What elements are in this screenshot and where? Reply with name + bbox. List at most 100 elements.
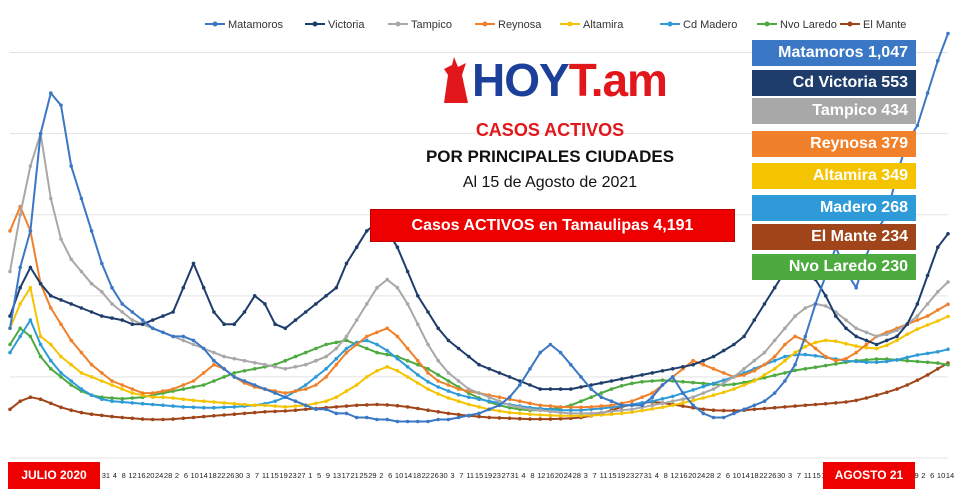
data-point [589, 405, 593, 409]
data-point [456, 379, 461, 383]
data-point [619, 403, 624, 408]
data-point [507, 410, 512, 415]
logo-text: HOYT.am [472, 54, 668, 106]
data-point [783, 371, 787, 375]
data-point [89, 229, 94, 233]
data-point [946, 347, 950, 352]
data-point [854, 398, 858, 403]
x-tick-label: 24 [155, 471, 163, 480]
data-point [324, 342, 328, 347]
legend-marker [312, 21, 318, 27]
data-point [528, 383, 532, 387]
data-point [314, 407, 318, 412]
x-tick-label: 18 [750, 471, 758, 480]
x-tick-label: 27 [635, 471, 643, 480]
data-point [854, 285, 858, 290]
data-point [752, 403, 757, 408]
data-point [691, 358, 695, 363]
data-point [946, 280, 950, 284]
data-point [49, 358, 53, 363]
data-point [222, 367, 226, 371]
data-point [487, 399, 492, 404]
data-point [772, 338, 777, 343]
data-point [885, 332, 889, 337]
city-total-box: Cd Victoria 553 [752, 70, 916, 96]
series-layer [8, 31, 950, 424]
data-point [721, 390, 726, 395]
x-tick-label: 19 [484, 471, 492, 480]
data-point [609, 409, 614, 414]
data-point [732, 387, 736, 391]
data-point [691, 403, 695, 408]
data-point [293, 365, 298, 369]
data-point [89, 375, 94, 379]
data-point [681, 401, 685, 405]
data-point [946, 362, 950, 367]
data-point [599, 404, 604, 408]
x-tick-label: 23 [288, 471, 296, 480]
data-point [915, 327, 920, 331]
x-tick-label: 29 [368, 471, 376, 480]
data-point [314, 302, 318, 306]
data-point [874, 357, 879, 361]
data-point [191, 415, 196, 420]
city-total-box: Altamira 349 [752, 163, 916, 189]
data-point [100, 261, 104, 266]
x-tick-label: 16 [546, 471, 554, 480]
data-point [609, 379, 614, 383]
data-point [477, 411, 481, 416]
data-point [100, 413, 104, 418]
data-point [905, 322, 909, 327]
data-point [752, 379, 757, 383]
data-point [354, 415, 359, 420]
data-point [762, 302, 767, 306]
data-point [497, 371, 502, 375]
data-point [701, 362, 706, 367]
data-point [477, 405, 481, 409]
data-point [59, 103, 63, 108]
data-point [446, 383, 451, 387]
data-point [548, 417, 553, 421]
data-point [100, 397, 104, 402]
data-point [589, 411, 593, 416]
data-point [18, 212, 23, 217]
x-tick-label: 5 [317, 471, 321, 480]
data-point [303, 407, 308, 412]
data-point [456, 392, 461, 397]
legend-label: Cd Madero [683, 19, 737, 31]
data-point [936, 290, 940, 294]
data-point [752, 318, 757, 322]
data-point [212, 379, 216, 383]
x-tick-label: 23 [493, 471, 501, 480]
data-point [650, 399, 655, 404]
data-point [8, 350, 12, 355]
data-point [395, 403, 400, 408]
data-point [201, 285, 206, 290]
data-point [895, 387, 899, 391]
x-tick-label: 7 [593, 471, 597, 480]
data-point [171, 417, 175, 421]
data-point [630, 407, 634, 412]
data-point [732, 411, 736, 416]
data-point [334, 356, 339, 361]
logo-text-tam: T.am [568, 54, 668, 106]
data-point [100, 314, 104, 318]
data-point [38, 342, 43, 347]
data-point [864, 342, 869, 347]
data-point [110, 383, 114, 387]
data-point [487, 407, 492, 412]
data-point [793, 334, 797, 339]
data-point [803, 306, 808, 310]
data-point [365, 302, 369, 306]
x-tick-label: 31 [102, 471, 110, 480]
chart-legend: Matamoros Victoria Tampico Reynosa Altamira C… [205, 19, 906, 31]
data-point [334, 405, 339, 409]
data-point [518, 405, 522, 410]
data-point [864, 338, 869, 343]
x-tick-label: 28 [706, 471, 714, 480]
data-point [252, 294, 257, 298]
x-tick-label: 9 [326, 471, 330, 480]
data-point [783, 342, 787, 347]
data-point [742, 367, 746, 371]
